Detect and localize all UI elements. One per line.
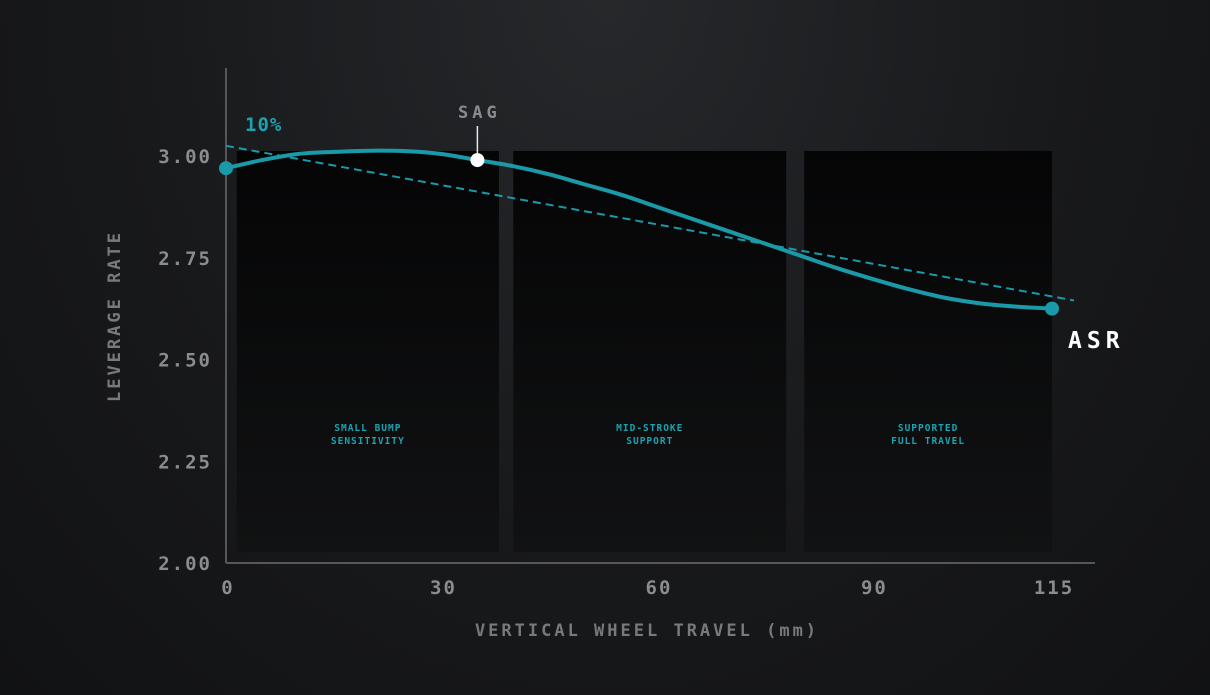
y-tick-group: 3.00 2.75 2.50 2.25 2.00	[158, 146, 212, 575]
start-point-marker	[219, 161, 233, 176]
zone-band-1	[236, 151, 499, 552]
sag-point-marker	[470, 153, 485, 168]
zone-label-1-line2: SENSITIVITY	[331, 436, 405, 447]
end-point-marker	[1045, 301, 1059, 316]
x-tick-label: 90	[861, 577, 888, 599]
zone-label-3-line2: FULL TRAVEL	[891, 436, 965, 447]
y-tick-label: 2.25	[158, 451, 212, 473]
zone-label-3-line1: SUPPORTED	[898, 423, 958, 434]
y-axis-title: LEVERAGE RATE	[105, 230, 125, 402]
end-label-asr: ASR	[1068, 328, 1125, 354]
start-label: 10%	[245, 114, 282, 136]
x-tick-label: 0	[221, 577, 234, 599]
y-tick-label: 2.75	[158, 248, 212, 270]
x-tick-label: 60	[646, 577, 673, 599]
zone-band-3	[804, 151, 1052, 552]
x-axis-title: VERTICAL WHEEL TRAVEL (mm)	[475, 621, 819, 641]
trend-line-dashed	[225, 144, 1075, 302]
zone-band-2	[513, 151, 787, 552]
leverage-curve	[224, 148, 1054, 311]
annotation-group: 10% SAG ASR	[219, 103, 1125, 354]
zone-label-1-line1: SMALL BUMP	[334, 423, 401, 434]
sag-label: SAG	[458, 103, 501, 123]
y-tick-label: 3.00	[158, 146, 212, 168]
series-group	[224, 144, 1075, 311]
zone-group: SMALL BUMP SENSITIVITY MID-STROKE SUPPORT SU…	[236, 151, 1052, 552]
zone-label-2-line2: SUPPORT	[626, 436, 673, 447]
x-tick-group: 0 30 60 90 115	[221, 577, 1074, 599]
zone-label-2-line1: MID-STROKE	[616, 423, 683, 434]
y-tick-label: 2.00	[158, 553, 212, 575]
x-tick-label: 115	[1034, 577, 1074, 599]
x-tick-label: 30	[430, 577, 457, 599]
y-tick-label: 2.50	[158, 350, 212, 372]
